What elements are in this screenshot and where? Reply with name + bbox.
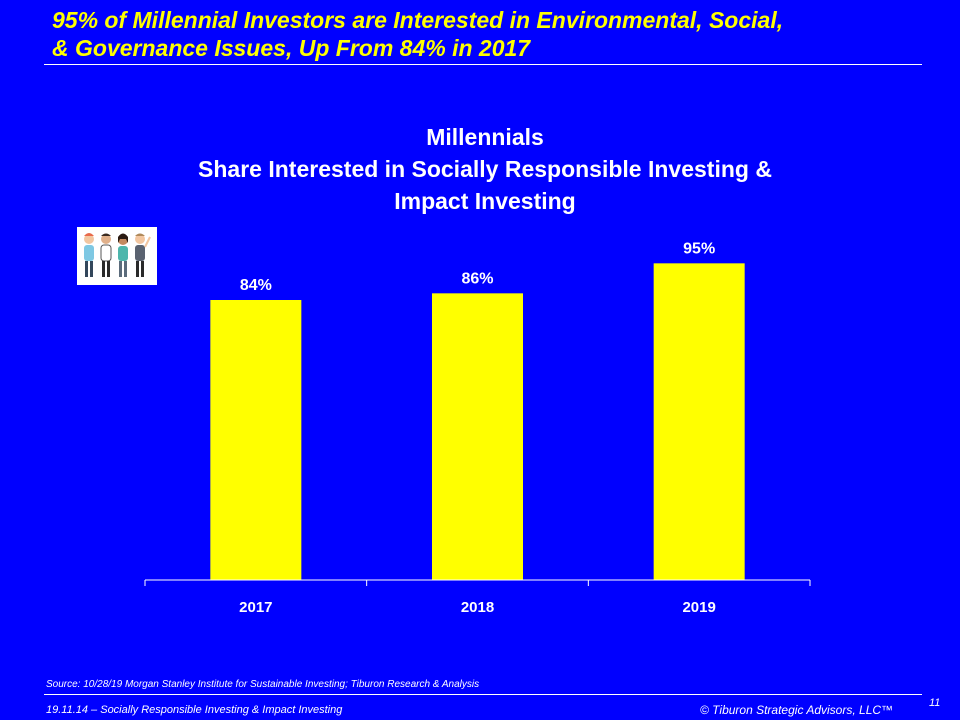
footer-divider bbox=[44, 694, 922, 695]
bars-layer bbox=[210, 263, 745, 580]
chart-title-line-3: Impact Investing bbox=[394, 188, 576, 214]
source-note: Source: 10/28/19 Morgan Stanley Institut… bbox=[46, 679, 480, 690]
footer-copyright: © Tiburon Strategic Advisors, LLC™ bbox=[700, 703, 894, 717]
tick-label-2019: 2019 bbox=[682, 599, 715, 616]
slide-title-line-1: 95% of Millennial Investors are Interest… bbox=[52, 7, 784, 33]
x-axis: 2017 2018 2019 bbox=[144, 579, 811, 616]
title-divider bbox=[44, 64, 922, 65]
tick-label-2018: 2018 bbox=[461, 599, 494, 616]
bar-2017 bbox=[210, 300, 302, 580]
chart-title-line-2: Share Interested in Socially Responsible… bbox=[198, 156, 772, 182]
page-number: 11 bbox=[929, 697, 941, 709]
value-label-2018: 86% bbox=[461, 270, 493, 287]
chart-title: Millennials Share Interested in Socially… bbox=[0, 121, 960, 217]
slide-title-line-2: & Governance Issues, Up From 84% in 2017 bbox=[52, 35, 531, 61]
value-labels-layer: 84% 86% 95% bbox=[240, 240, 715, 294]
people-icon bbox=[84, 233, 151, 277]
footer-deck-title: 19.11.14 – Socially Responsible Investin… bbox=[46, 704, 343, 716]
slide-title: 95% of Millennial Investors are Interest… bbox=[52, 6, 932, 62]
tick-label-2017: 2017 bbox=[239, 599, 272, 616]
value-label-2019: 95% bbox=[683, 240, 715, 257]
value-label-2017: 84% bbox=[240, 277, 272, 294]
chart-title-line-1: Millennials bbox=[426, 124, 544, 150]
bar-2018 bbox=[432, 293, 523, 580]
bar-2019 bbox=[653, 263, 745, 580]
millennials-illustration bbox=[77, 227, 157, 285]
